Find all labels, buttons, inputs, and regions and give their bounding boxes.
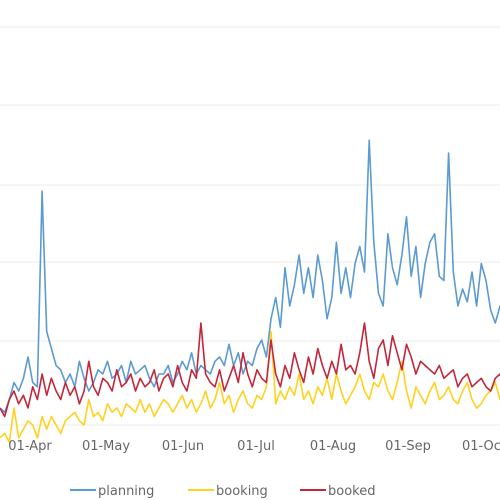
x-tick-label: 01-May	[82, 439, 130, 454]
x-tick-label: 01-Aug	[310, 439, 356, 454]
x-axis: 01-Apr 01-May 01-Jun 01-Jul 01-Aug 01-Se…	[8, 439, 500, 454]
x-tick-label: 01-Apr	[8, 439, 52, 454]
legend-label-booking: booking	[216, 484, 268, 499]
legend-item-booked[interactable]: booked	[300, 484, 375, 499]
x-tick-label: 01-Jul	[237, 439, 275, 454]
legend-item-booking[interactable]: booking	[188, 484, 268, 499]
x-tick-label: 01-Jun	[162, 439, 204, 454]
legend-item-planning[interactable]: planning	[70, 484, 154, 499]
legend: planning booking booked	[70, 484, 375, 499]
series-line-booked	[0, 322, 500, 418]
series-lines	[0, 139, 500, 443]
x-tick-label: 01-Oct	[462, 439, 500, 454]
legend-label-booked: booked	[328, 484, 375, 499]
x-tick-label: 01-Sep	[385, 439, 431, 454]
series-line-planning	[0, 139, 500, 414]
legend-label-planning: planning	[98, 484, 154, 499]
